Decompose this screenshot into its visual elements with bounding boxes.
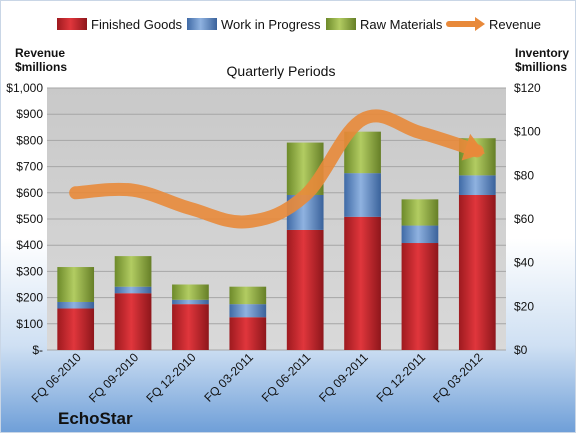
brand-label: EchoStar: [58, 409, 133, 428]
right-tick-label: $60: [514, 212, 534, 226]
chart-title: Quarterly Periods: [227, 63, 336, 79]
bar-work-in-progress: [458, 175, 496, 195]
legend: Finished Goods Work in Progress Raw Mate…: [57, 17, 541, 32]
left-axis-title-line2: $millions: [15, 60, 67, 74]
x-tick-label: FQ 06-2010: [29, 350, 84, 405]
bar-work-in-progress: [344, 173, 381, 217]
right-axis-ticks: $0 $20 $40 $60 $80 $100 $120: [514, 81, 541, 357]
bar-raw-materials: [401, 199, 439, 226]
x-tick-label: FQ 12-2011: [374, 350, 429, 405]
left-tick-label: $-: [32, 343, 43, 357]
left-tick-label: $1,000: [6, 81, 43, 95]
revenue-arrow: [461, 133, 485, 161]
legend-item-work-in-progress: Work in Progress: [187, 17, 321, 32]
bar-work-in-progress: [401, 225, 439, 244]
revenue-line: [69, 109, 484, 229]
legend-label-raw-materials: Raw Materials: [360, 17, 443, 32]
x-tick-label: FQ 03-2012: [430, 350, 485, 405]
legend-swatch-raw-materials: [326, 18, 356, 30]
legend-label-work-in-progress: Work in Progress: [221, 17, 321, 32]
bar-finished-goods: [344, 216, 381, 350]
right-tick-label: $20: [514, 299, 534, 313]
revenue-line-layer: [69, 109, 485, 229]
right-tick-label: $120: [514, 81, 541, 95]
x-axis-ticks: FQ 06-2010 FQ 09-2010 FQ 12-2010 FQ 03-2011…: [29, 350, 486, 405]
bar-work-in-progress: [229, 304, 267, 318]
x-tick-label: FQ 12-2010: [143, 350, 198, 405]
x-tick-label: FQ 06-2011: [259, 350, 314, 405]
left-tick-label: $400: [16, 238, 43, 252]
right-tick-label: $100: [514, 125, 541, 139]
bar-finished-goods: [458, 194, 496, 350]
x-tick-label: FQ 09-2011: [316, 350, 371, 405]
left-tick-label: $900: [16, 107, 43, 121]
legend-item-finished-goods: Finished Goods: [57, 17, 183, 32]
bar-finished-goods: [229, 317, 267, 350]
legend-arrow-revenue: [475, 17, 485, 31]
bar-work-in-progress: [57, 301, 95, 309]
left-tick-label: $100: [16, 317, 43, 331]
right-tick-label: $0: [514, 343, 528, 357]
bar-finished-goods: [114, 293, 152, 350]
left-tick-label: $600: [16, 186, 43, 200]
left-tick-label: $200: [16, 291, 43, 305]
x-tick-label: FQ 03-2011: [201, 350, 256, 405]
legend-item-raw-materials: Raw Materials: [326, 17, 443, 32]
left-tick-label: $300: [16, 264, 43, 278]
left-axis-title-line1: Revenue: [15, 46, 65, 60]
right-tick-label: $80: [514, 168, 534, 182]
bar-raw-materials: [172, 284, 209, 300]
x-tick-label: FQ 09-2010: [86, 350, 141, 405]
bar-raw-materials: [229, 286, 267, 305]
right-axis-title-line1: Inventory: [515, 46, 569, 60]
bar-finished-goods: [286, 229, 324, 350]
left-tick-label: $700: [16, 160, 43, 174]
bar-finished-goods: [172, 304, 209, 350]
legend-label-finished-goods: Finished Goods: [91, 17, 183, 32]
bar-raw-materials: [114, 256, 152, 287]
legend-swatch-work-in-progress: [187, 18, 217, 30]
left-axis-ticks: $- $100 $200 $300 $400 $500 $600 $700 $800 $900 $1…: [6, 81, 43, 357]
left-tick-label: $800: [16, 133, 43, 147]
bar-work-in-progress: [114, 286, 152, 294]
bar-finished-goods: [57, 308, 95, 350]
legend-label-revenue: Revenue: [489, 17, 541, 32]
left-tick-label: $500: [16, 212, 43, 226]
legend-swatch-finished-goods: [57, 18, 87, 30]
bar-work-in-progress: [172, 299, 209, 305]
right-axis-title-line2: $millions: [515, 60, 567, 74]
bar-raw-materials: [57, 267, 95, 302]
right-tick-label: $40: [514, 256, 534, 270]
legend-item-revenue: Revenue: [446, 17, 541, 32]
bar-finished-goods: [401, 243, 439, 350]
